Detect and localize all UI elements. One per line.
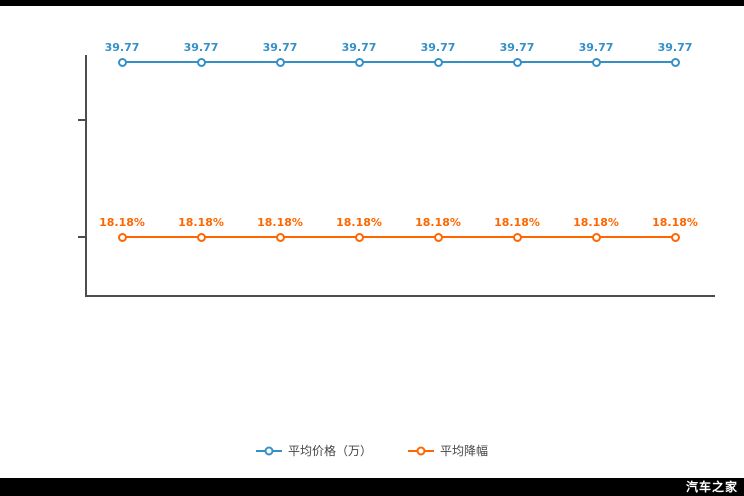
legend-label-avg-discount: 平均降幅: [440, 444, 489, 458]
series-line: [122, 61, 675, 63]
chart-panel: 39.77 39.77 39.77 39.77 39.77 39.77 39.77 39.77…: [0, 6, 744, 478]
point-marker-icon: [264, 446, 274, 455]
data-point-marker: [197, 58, 206, 67]
series-line: [122, 236, 675, 238]
data-point-label: 18.18%: [99, 216, 145, 229]
data-point-label: 18.18%: [257, 216, 303, 229]
line-series-icon: [408, 446, 434, 455]
data-point-label: 39.77: [183, 41, 219, 54]
y-axis-tick: [78, 236, 87, 238]
data-point-label: 18.18%: [494, 216, 540, 229]
data-point-label: 39.77: [578, 41, 614, 54]
data-point-marker: [513, 58, 522, 67]
data-point-label: 18.18%: [336, 216, 382, 229]
data-point-label: 39.77: [104, 41, 140, 54]
data-point-label: 18.18%: [652, 216, 698, 229]
data-point-marker: [355, 233, 364, 242]
data-point-marker: [434, 233, 443, 242]
data-point-label: 18.18%: [178, 216, 224, 229]
legend-item-avg-price[interactable]: 平均价格（万）: [255, 442, 372, 459]
data-point-marker: [671, 233, 680, 242]
data-point-label: 39.77: [420, 41, 456, 54]
data-point-label: 39.77: [262, 41, 298, 54]
data-point-marker: [513, 233, 522, 242]
bottom-black-bar: 汽车之家: [0, 478, 744, 496]
data-point-marker: [592, 233, 601, 242]
data-point-label: 39.77: [657, 41, 693, 54]
line-series-icon: [255, 446, 282, 455]
data-point-label: 18.18%: [573, 216, 619, 229]
legend-label-avg-price: 平均价格（万）: [287, 444, 372, 458]
data-point-marker: [118, 233, 127, 242]
data-point-marker: [276, 58, 285, 67]
data-point-marker: [355, 58, 364, 67]
data-point-marker: [434, 58, 443, 67]
data-point-marker: [118, 58, 127, 67]
data-point-marker: [592, 58, 601, 67]
legend-item-avg-discount[interactable]: 平均降幅: [408, 442, 488, 459]
plot-area: 39.77 39.77 39.77 39.77 39.77 39.77 39.77 39.77…: [78, 41, 715, 297]
point-marker-icon: [416, 446, 426, 455]
data-point-marker: [671, 58, 680, 67]
data-point-label: 39.77: [341, 41, 377, 54]
chart-legend: 平均价格（万） 平均降幅: [0, 442, 744, 459]
data-point-marker: [276, 233, 285, 242]
top-black-bar: [0, 0, 744, 6]
y-axis-tick: [78, 119, 87, 121]
data-point-label: 18.18%: [415, 216, 461, 229]
watermark-logo: 汽车之家: [685, 480, 738, 494]
data-point-label: 39.77: [499, 41, 535, 54]
data-point-marker: [197, 233, 206, 242]
